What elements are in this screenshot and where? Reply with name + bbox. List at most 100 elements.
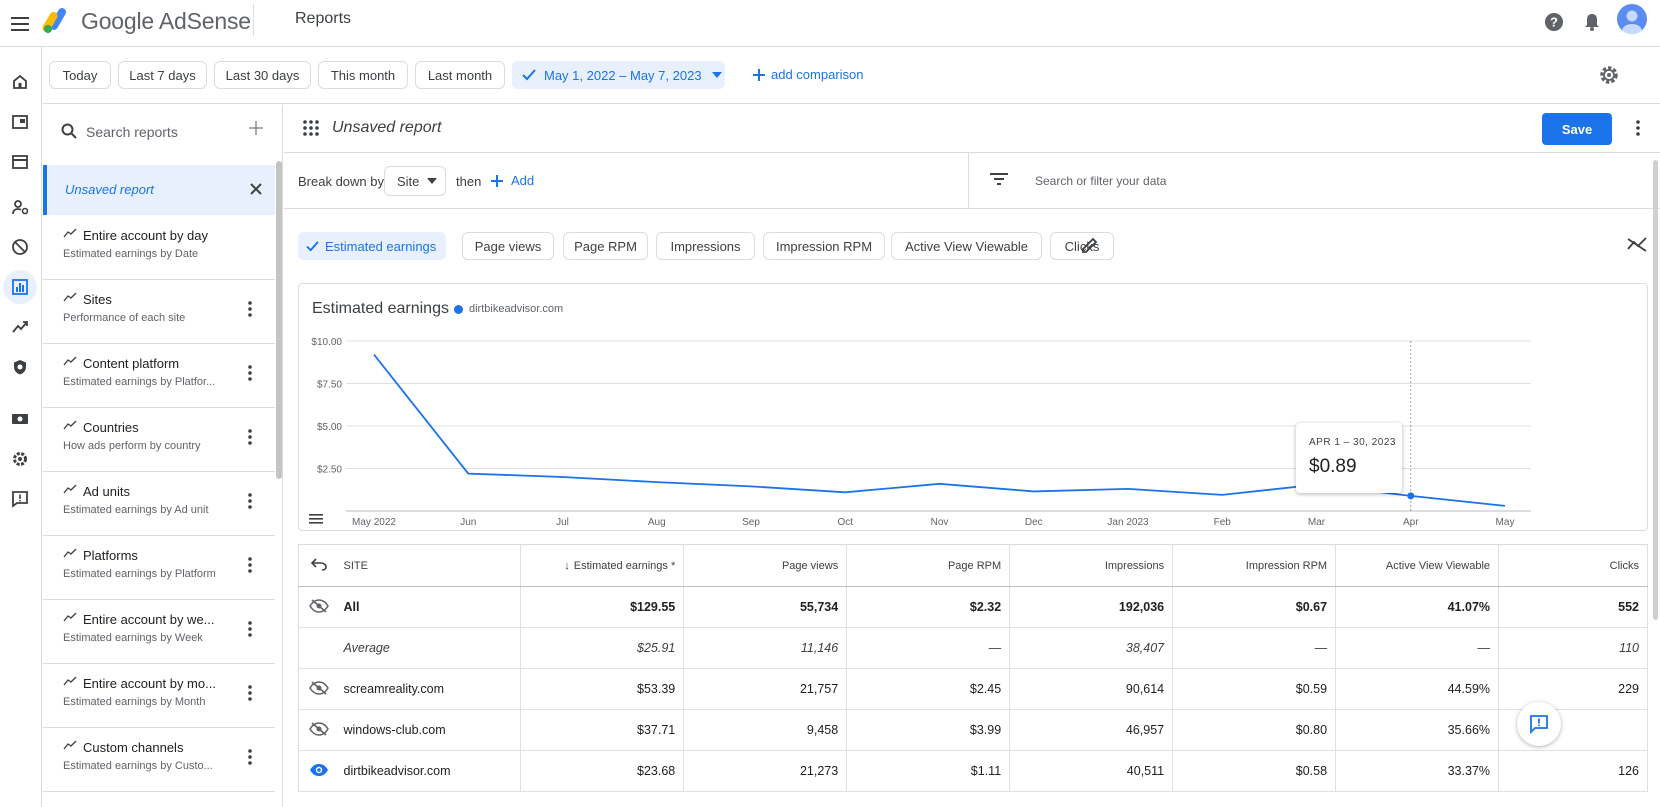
account-avatar[interactable] [1617,4,1647,34]
column-header-clicks[interactable]: Clicks [1498,544,1648,587]
chip-this-month[interactable]: This month [318,61,408,89]
chip-last-7-days[interactable]: Last 7 days [118,61,207,89]
report-title[interactable]: Unsaved report [332,119,442,136]
sidebar-item-sites[interactable]: Sites Performance of each site [43,280,275,344]
apps-grid-icon[interactable] [302,119,320,137]
cell-value: $3.99 [846,709,1011,751]
metric-chip-page-rpm[interactable]: Page RPM [563,232,648,260]
chip-last-month[interactable]: Last month [415,61,505,89]
more-vert-icon[interactable] [241,364,259,382]
sidebar-item-custom-channels[interactable]: Custom channels Estimated earnings by Cu… [43,728,275,792]
undo-icon[interactable] [311,557,328,571]
privacy-messaging-icon[interactable] [3,190,37,224]
settings-gear-icon[interactable] [1595,61,1623,89]
sidebar-item-unsaved-report[interactable]: Unsaved report [43,165,275,215]
visibility-on-icon[interactable] [309,763,329,777]
optimization-icon[interactable] [3,310,37,344]
account-settings-icon[interactable] [3,442,37,476]
help-icon[interactable]: ? [1540,8,1568,36]
table-row[interactable]: dirtbikeadvisor.com $23.68 21,273 $1.11 … [298,750,1648,792]
visibility-toggle-cell[interactable] [298,709,340,751]
main-scrollbar[interactable] [1653,160,1658,620]
visibility-off-icon[interactable] [309,598,330,613]
home-icon[interactable] [3,65,37,99]
metric-chip-estimated-earnings[interactable]: Estimated earnings [298,232,446,260]
adsense-logo-icon[interactable] [42,5,72,35]
reports-icon[interactable] [3,270,37,304]
filter-search-input[interactable]: Search or filter your data [1035,174,1167,188]
sidebar-scrollbar[interactable] [276,161,282,479]
search-reports-field[interactable]: Search reports [43,105,282,161]
report-main: Unsaved report Save Break down by Site t… [284,105,1660,807]
sidebar-item-ad-units[interactable]: Ad units Estimated earnings by Ad unit [43,472,275,536]
edit-pencil-icon[interactable] [1080,235,1100,255]
undo-icon-cell[interactable] [298,544,340,587]
sidebar-item-entire-account-by-day[interactable]: Entire account by day Estimated earnings… [43,216,275,280]
more-vert-icon[interactable] [241,492,259,510]
table-row[interactable]: screamreality.com $53.39 21,757 $2.45 90… [298,668,1648,710]
column-header-page-views[interactable]: Page views [683,544,848,587]
more-vert-icon[interactable] [241,748,259,766]
sidebar-item-content-platform[interactable]: Content platform Estimated earnings by P… [43,344,275,408]
brand-safety-icon[interactable] [3,350,37,384]
blocking-controls-icon[interactable] [3,230,37,264]
save-button[interactable]: Save [1542,113,1612,145]
visibility-toggle-cell[interactable] [298,750,340,792]
chip-last-30-days[interactable]: Last 30 days [214,61,311,89]
brand-name[interactable]: Google AdSense [81,8,251,34]
filter-icon[interactable] [990,171,1008,187]
visibility-off-icon[interactable] [309,721,330,736]
chart-menu-icon[interactable] [309,514,323,526]
table-row[interactable]: All $129.55 55,734 $2.32 192,036 $0.67 4… [298,586,1648,628]
metric-chip-page-views[interactable]: Page views [462,232,554,260]
sidebar-item-subtitle: Estimated earnings by Week [63,632,203,644]
add-comparison-button[interactable]: add comparison [753,67,864,82]
metric-chip-active-view-viewable[interactable]: Active View Viewable [891,232,1042,260]
more-vert-icon[interactable] [241,300,259,318]
earnings-line-chart[interactable]: $2.50 $5.00 $7.50 $10.00 May 2022 Jun Jul Aug S… [299,284,1649,532]
table-row[interactable]: windows-club.com $37.71 9,458 $3.99 46,9… [298,709,1648,751]
feedback-fab-button[interactable] [1517,702,1561,746]
visibility-off-icon[interactable] [309,680,330,695]
plus-icon [491,174,503,187]
column-header-site[interactable]: SITE [339,544,522,587]
highlighted-data-point [1407,492,1415,500]
add-comparison-label: add comparison [771,67,864,82]
more-vert-icon[interactable] [241,428,259,446]
column-header-impression-rpm[interactable]: Impression RPM [1172,544,1337,587]
breakdown-dimension-value: Site [397,173,420,189]
column-header-impressions[interactable]: Impressions [1009,544,1174,587]
sidebar-item-platforms[interactable]: Platforms Estimated earnings by Platform [43,536,275,600]
hide-chart-icon[interactable] [1626,235,1648,255]
feedback-icon[interactable] [3,482,37,516]
menu-icon[interactable] [4,8,36,40]
more-vert-icon[interactable] [241,556,259,574]
chart-legend[interactable]: dirtbikeadvisor.com [454,303,563,315]
new-report-plus-icon[interactable] [247,119,265,137]
column-header-active-view-viewable[interactable]: Active View Viewable [1335,544,1500,587]
payments-icon[interactable] [3,402,37,436]
visibility-toggle-cell[interactable] [298,668,340,710]
metric-chip-impression-rpm[interactable]: Impression RPM [763,232,885,260]
notifications-bell-icon[interactable] [1578,8,1606,36]
sidebar-item-countries[interactable]: Countries How ads perform by country [43,408,275,472]
visibility-toggle-cell[interactable] [298,586,340,628]
more-vert-icon[interactable] [1629,119,1647,137]
more-vert-icon[interactable] [241,684,259,702]
close-icon[interactable] [247,180,265,198]
column-header-page-rpm[interactable]: Page RPM [846,544,1011,587]
add-dimension-button[interactable]: Add [491,173,534,188]
cell-value: 9,458 [683,709,848,751]
report-trend-icon [63,740,77,750]
ads-icon[interactable] [3,105,37,139]
column-header-estimated-earnings[interactable]: ↓ Estimated earnings * [520,544,685,587]
breakdown-dimension-select[interactable]: Site [384,166,446,196]
navigation-rail [0,47,42,807]
sidebar-item-entire-account-by-month[interactable]: Entire account by mo... Estimated earnin… [43,664,275,728]
metric-chip-impressions[interactable]: Impressions [656,232,755,260]
date-range-picker[interactable]: May 1, 2022 – May 7, 2023 [512,61,725,89]
more-vert-icon[interactable] [241,620,259,638]
sidebar-item-entire-account-by-week[interactable]: Entire account by we... Estimated earnin… [43,600,275,664]
chip-today[interactable]: Today [49,61,111,89]
sites-icon[interactable] [3,145,37,179]
